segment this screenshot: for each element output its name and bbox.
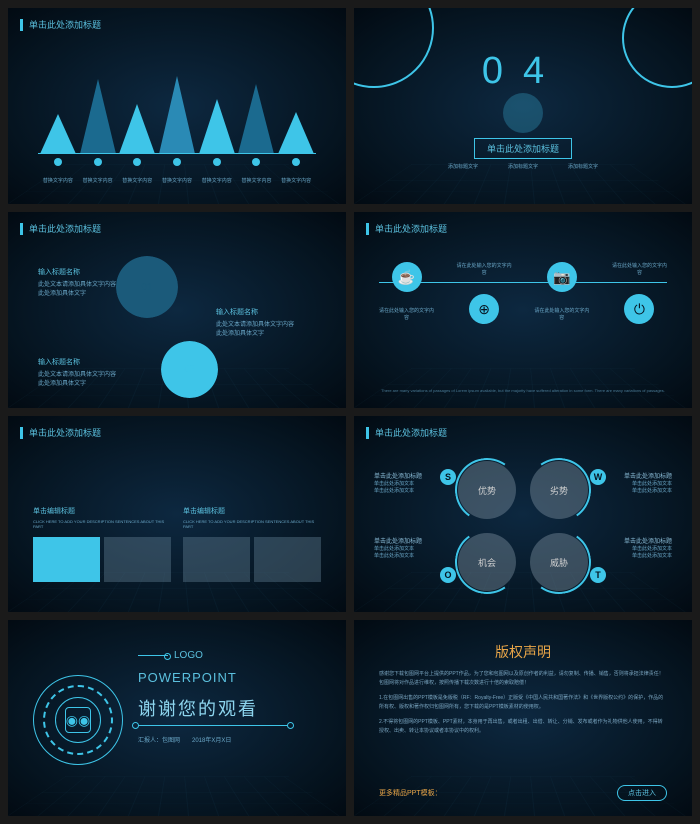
slide-6-swot: 单击此处添加标题 优势 劣势 机会 威胁 S W O T 单击此处添加标题单击此… [354, 416, 692, 612]
box-columns: 单击编辑标题 CLICK HERE TO ADD YOUR DESCRIPTIO… [33, 506, 321, 582]
copyright-body: 感谢您下载包图网平台上提供的PPT作品，为了您和包图网以及原创作者的利益，请勿复… [379, 670, 667, 742]
swot-text: 单击此处添加标题单击此处添加文本单击此处添加文本 [602, 471, 672, 494]
swot-text: 单击此处添加标题单击此处添加文本单击此处添加文本 [602, 536, 672, 559]
copyright-title: 版权声明 [495, 642, 551, 662]
swot-text: 单击此处添加标题单击此处添加文本单击此处添加文本 [374, 471, 444, 494]
box-col-2: 单击编辑标题 CLICK HERE TO ADD YOUR DESCRIPTIO… [183, 506, 321, 582]
powerpoint-label: POWERPOINT [138, 670, 237, 685]
swot-circle: 劣势 [530, 461, 588, 519]
gear-text-1: 输入标题名称此处文本请添加具体文字内容此处添加具体文字 [38, 267, 118, 297]
section-title: 单击此处添加标题 [474, 138, 572, 159]
swot-text: 单击此处添加标题单击此处添加文本单击此处添加文本 [374, 536, 444, 559]
ring-decor [354, 8, 434, 88]
image-box [104, 537, 171, 582]
enter-button[interactable]: 点击进入 [617, 785, 667, 801]
slide-1-chart: 单击此处添加标题 替换文字内容替换文字内容替换文字内容替换文字内容替换文字内容替… [8, 8, 346, 204]
section-number: 04 [482, 50, 564, 93]
image-box [183, 537, 250, 582]
presenter-info: 汇报人：包图网 2018年X月X日 [138, 735, 231, 744]
ring-decor [622, 8, 692, 88]
slide-3-gears: 单击此处添加标题 输入标题名称此处文本请添加具体文字内容此处添加具体文字 输入标… [8, 212, 346, 408]
gear-text-2: 输入标题名称此处文本请添加具体文字内容此处添加具体文字 [216, 307, 296, 337]
slide-8-copyright: 版权声明 感谢您下载包图网平台上提供的PPT作品，为了您和包图网以及原创作者的利… [354, 620, 692, 816]
swot-badge: T [590, 567, 606, 583]
swot-diagram: 优势 劣势 机会 威胁 S W O T [458, 461, 588, 591]
slide-7-thanks: ◉◉ LOGO POWERPOINT 谢谢您的观看 汇报人：包图网 2018年X… [8, 620, 346, 816]
image-box [33, 537, 100, 582]
hud-icon: ◉◉ [33, 675, 123, 765]
swot-circle: 机会 [458, 533, 516, 591]
hints: 添加标题文字添加标题文字添加标题文字 [448, 163, 598, 170]
timeline-nodes: ☕请在此处输入您的文字内容请在此处输入您的文字内容⊕📷请在此处输入您的文字内容请… [379, 262, 667, 324]
image-box [254, 537, 321, 582]
gear-text-3: 输入标题名称此处文本请添加具体文字内容此处添加具体文字 [38, 357, 118, 387]
logo-text: LOGO [138, 650, 203, 661]
timeline-footer: There are many variations of passages of… [379, 388, 667, 393]
gear-icon: 01 [122, 262, 172, 312]
slide-5-boxes: 单击此处添加标题 单击编辑标题 CLICK HERE TO ADD YOUR D… [8, 416, 346, 612]
swot-circle: 威胁 [530, 533, 588, 591]
swot-badge: O [440, 567, 456, 583]
gear-cluster: 01 02 03 [152, 262, 202, 399]
slide-grid: 单击此处添加标题 替换文字内容替换文字内容替换文字内容替换文字内容替换文字内容替… [8, 8, 692, 816]
swot-circle: 优势 [458, 461, 516, 519]
thanks-title: 谢谢您的观看 [138, 695, 258, 721]
more-templates: 更多精品PPT模板： [379, 788, 442, 798]
circle-decor [503, 93, 543, 133]
robot-icon: ◉◉ [65, 707, 91, 733]
chart-labels: 替换文字内容替换文字内容替换文字内容替换文字内容替换文字内容替换文字内容替换文字… [38, 177, 316, 184]
slide-2-section: 04 单击此处添加标题 添加标题文字添加标题文字添加标题文字 [354, 8, 692, 204]
gear-icon: 02 [167, 347, 212, 392]
divider-line [138, 725, 288, 726]
chart-dots [38, 158, 316, 166]
slide-4-timeline: 单击此处添加标题 ☕请在此处输入您的文字内容请在此处输入您的文字内容⊕📷请在此处… [354, 212, 692, 408]
peak-chart [38, 74, 316, 154]
chart-axis [38, 153, 316, 154]
slide-header: 单击此处添加标题 [20, 18, 101, 31]
box-col-1: 单击编辑标题 CLICK HERE TO ADD YOUR DESCRIPTIO… [33, 506, 171, 582]
